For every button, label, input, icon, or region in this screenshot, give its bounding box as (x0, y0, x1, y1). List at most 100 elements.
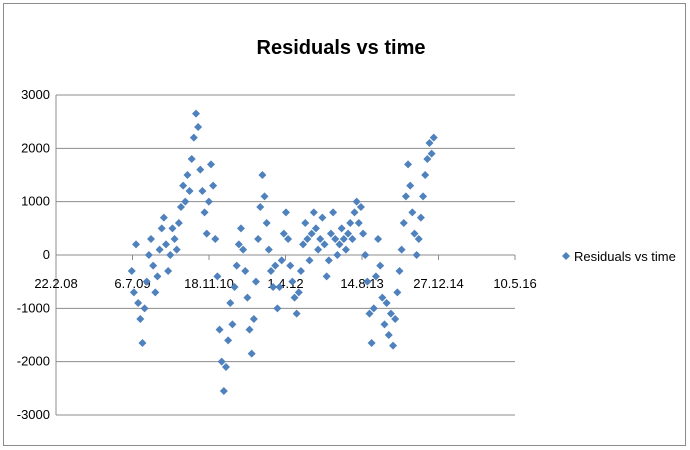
data-point (376, 261, 385, 270)
data-point (277, 256, 286, 265)
data-point (174, 219, 183, 227)
data-point (322, 272, 331, 281)
data-point (243, 293, 252, 302)
x-tick-label: 27.12.14 (413, 276, 464, 291)
data-point (391, 315, 400, 323)
data-point (423, 155, 432, 163)
data-point (365, 309, 374, 318)
data-point (307, 229, 316, 238)
data-point (412, 251, 421, 259)
data-point (147, 235, 156, 243)
data-point (335, 240, 344, 249)
data-point (397, 245, 406, 254)
data-point (138, 339, 147, 347)
data-point (179, 181, 188, 190)
data-point (211, 235, 220, 243)
data-point (374, 235, 383, 243)
legend-label: Residuals vs time (574, 249, 676, 264)
data-point (399, 219, 408, 227)
data-point (320, 240, 329, 249)
data-point (314, 245, 323, 254)
data-point (228, 320, 237, 329)
data-point (348, 235, 357, 243)
x-tick-label: 14.8.13 (340, 276, 383, 291)
data-point (224, 336, 233, 345)
data-point (236, 224, 245, 233)
data-point (329, 208, 338, 217)
data-point (290, 293, 299, 302)
data-point (344, 229, 353, 238)
data-point (134, 299, 143, 307)
data-point (421, 171, 430, 179)
data-point (359, 229, 368, 238)
data-point (337, 224, 346, 233)
data-point (408, 208, 417, 217)
data-point (219, 387, 228, 395)
data-point (395, 267, 404, 275)
data-point (142, 277, 151, 286)
data-point (401, 192, 410, 201)
data-point (363, 277, 372, 286)
data-point (305, 256, 314, 265)
data-point (149, 261, 158, 270)
data-point (384, 331, 393, 339)
data-point (168, 224, 177, 233)
data-points (127, 109, 438, 395)
data-point (382, 299, 391, 307)
data-point (221, 363, 230, 371)
data-point (204, 197, 213, 206)
y-tick-label: -1000 (17, 300, 50, 315)
y-tick-label: 1000 (21, 194, 50, 209)
data-point (369, 304, 378, 313)
data-point (258, 171, 267, 179)
data-point (296, 267, 305, 275)
data-point (339, 235, 348, 243)
data-point (429, 133, 438, 142)
data-point (155, 245, 164, 254)
legend: Residuals vs time (562, 249, 676, 264)
x-tick-label: 18.11.10 (184, 276, 234, 291)
data-point (341, 245, 350, 254)
data-point (256, 203, 265, 211)
data-point (234, 240, 243, 249)
data-point (386, 309, 395, 318)
data-point (230, 283, 239, 291)
data-point (425, 139, 434, 147)
data-point (194, 123, 203, 131)
data-point (316, 235, 325, 243)
data-point (354, 219, 363, 227)
data-point (166, 251, 175, 259)
data-point (262, 219, 271, 227)
data-point (191, 109, 200, 118)
data-point (301, 219, 310, 227)
data-point (213, 272, 222, 281)
data-point (206, 160, 215, 169)
data-point (151, 288, 160, 297)
data-point (164, 267, 173, 275)
data-point (275, 283, 284, 291)
data-point (172, 245, 181, 254)
data-point (346, 219, 355, 227)
data-point (361, 251, 370, 259)
data-point (157, 224, 166, 233)
data-point (127, 267, 136, 275)
data-point (189, 133, 198, 142)
data-point (254, 235, 263, 243)
data-point (202, 229, 211, 238)
data-point (170, 235, 179, 243)
x-tick-label: 10.5.16 (493, 276, 536, 291)
data-point (140, 304, 149, 313)
axes (55, 95, 516, 415)
y-tick-label: -3000 (17, 407, 50, 422)
data-point (249, 315, 258, 323)
data-point (162, 240, 171, 249)
chart-title: Residuals vs time (257, 37, 426, 59)
data-point (350, 208, 359, 217)
data-point (226, 299, 235, 307)
data-point (144, 251, 153, 259)
data-point (404, 160, 413, 169)
data-point (303, 235, 312, 243)
gridlines (56, 94, 515, 416)
data-point (159, 213, 168, 222)
